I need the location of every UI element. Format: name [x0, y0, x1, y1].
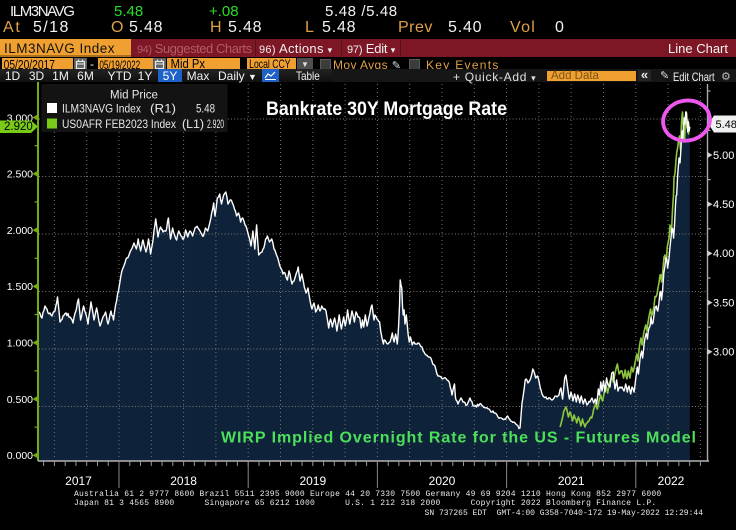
svg-text:2.920: 2.920	[4, 121, 33, 133]
svg-text:5.00: 5.00	[713, 150, 734, 162]
svg-text:1.000: 1.000	[7, 338, 33, 350]
svg-text:2022: 2022	[658, 474, 685, 488]
svg-text:(L1): (L1)	[182, 119, 204, 131]
svg-text:2021: 2021	[558, 474, 585, 488]
svg-text:2.000: 2.000	[7, 225, 33, 237]
svg-text:4.00: 4.00	[713, 248, 734, 260]
svg-text:Mid Price: Mid Price	[110, 90, 158, 102]
svg-text:3.00: 3.00	[713, 347, 734, 359]
svg-text:4.50: 4.50	[713, 199, 734, 211]
svg-text:2018: 2018	[170, 474, 197, 488]
svg-text:1.500: 1.500	[7, 281, 33, 293]
svg-text:2.500: 2.500	[7, 169, 33, 181]
svg-text:US0AFR FEB2023 Index: US0AFR FEB2023 Index	[62, 119, 176, 131]
svg-text:2019: 2019	[299, 474, 326, 488]
svg-text:2017: 2017	[65, 474, 92, 488]
svg-text:(R1): (R1)	[150, 104, 176, 116]
svg-text:0.000: 0.000	[7, 450, 33, 462]
svg-text:3.50: 3.50	[713, 297, 734, 309]
svg-text:5.48: 5.48	[716, 119, 736, 131]
svg-text:Bankrate 30Y Mortgage Rate: Bankrate 30Y Mortgage Rate	[266, 98, 507, 120]
svg-text:0.500: 0.500	[7, 394, 33, 406]
svg-text:ILM3NAVG Index: ILM3NAVG Index	[62, 104, 141, 116]
svg-text:2020: 2020	[429, 474, 456, 488]
svg-text:WIRP Implied Overnight Rate fo: WIRP Implied Overnight Rate for the US -…	[221, 430, 696, 447]
svg-text:2.920: 2.920	[207, 119, 224, 131]
svg-text:5.48: 5.48	[196, 104, 215, 116]
